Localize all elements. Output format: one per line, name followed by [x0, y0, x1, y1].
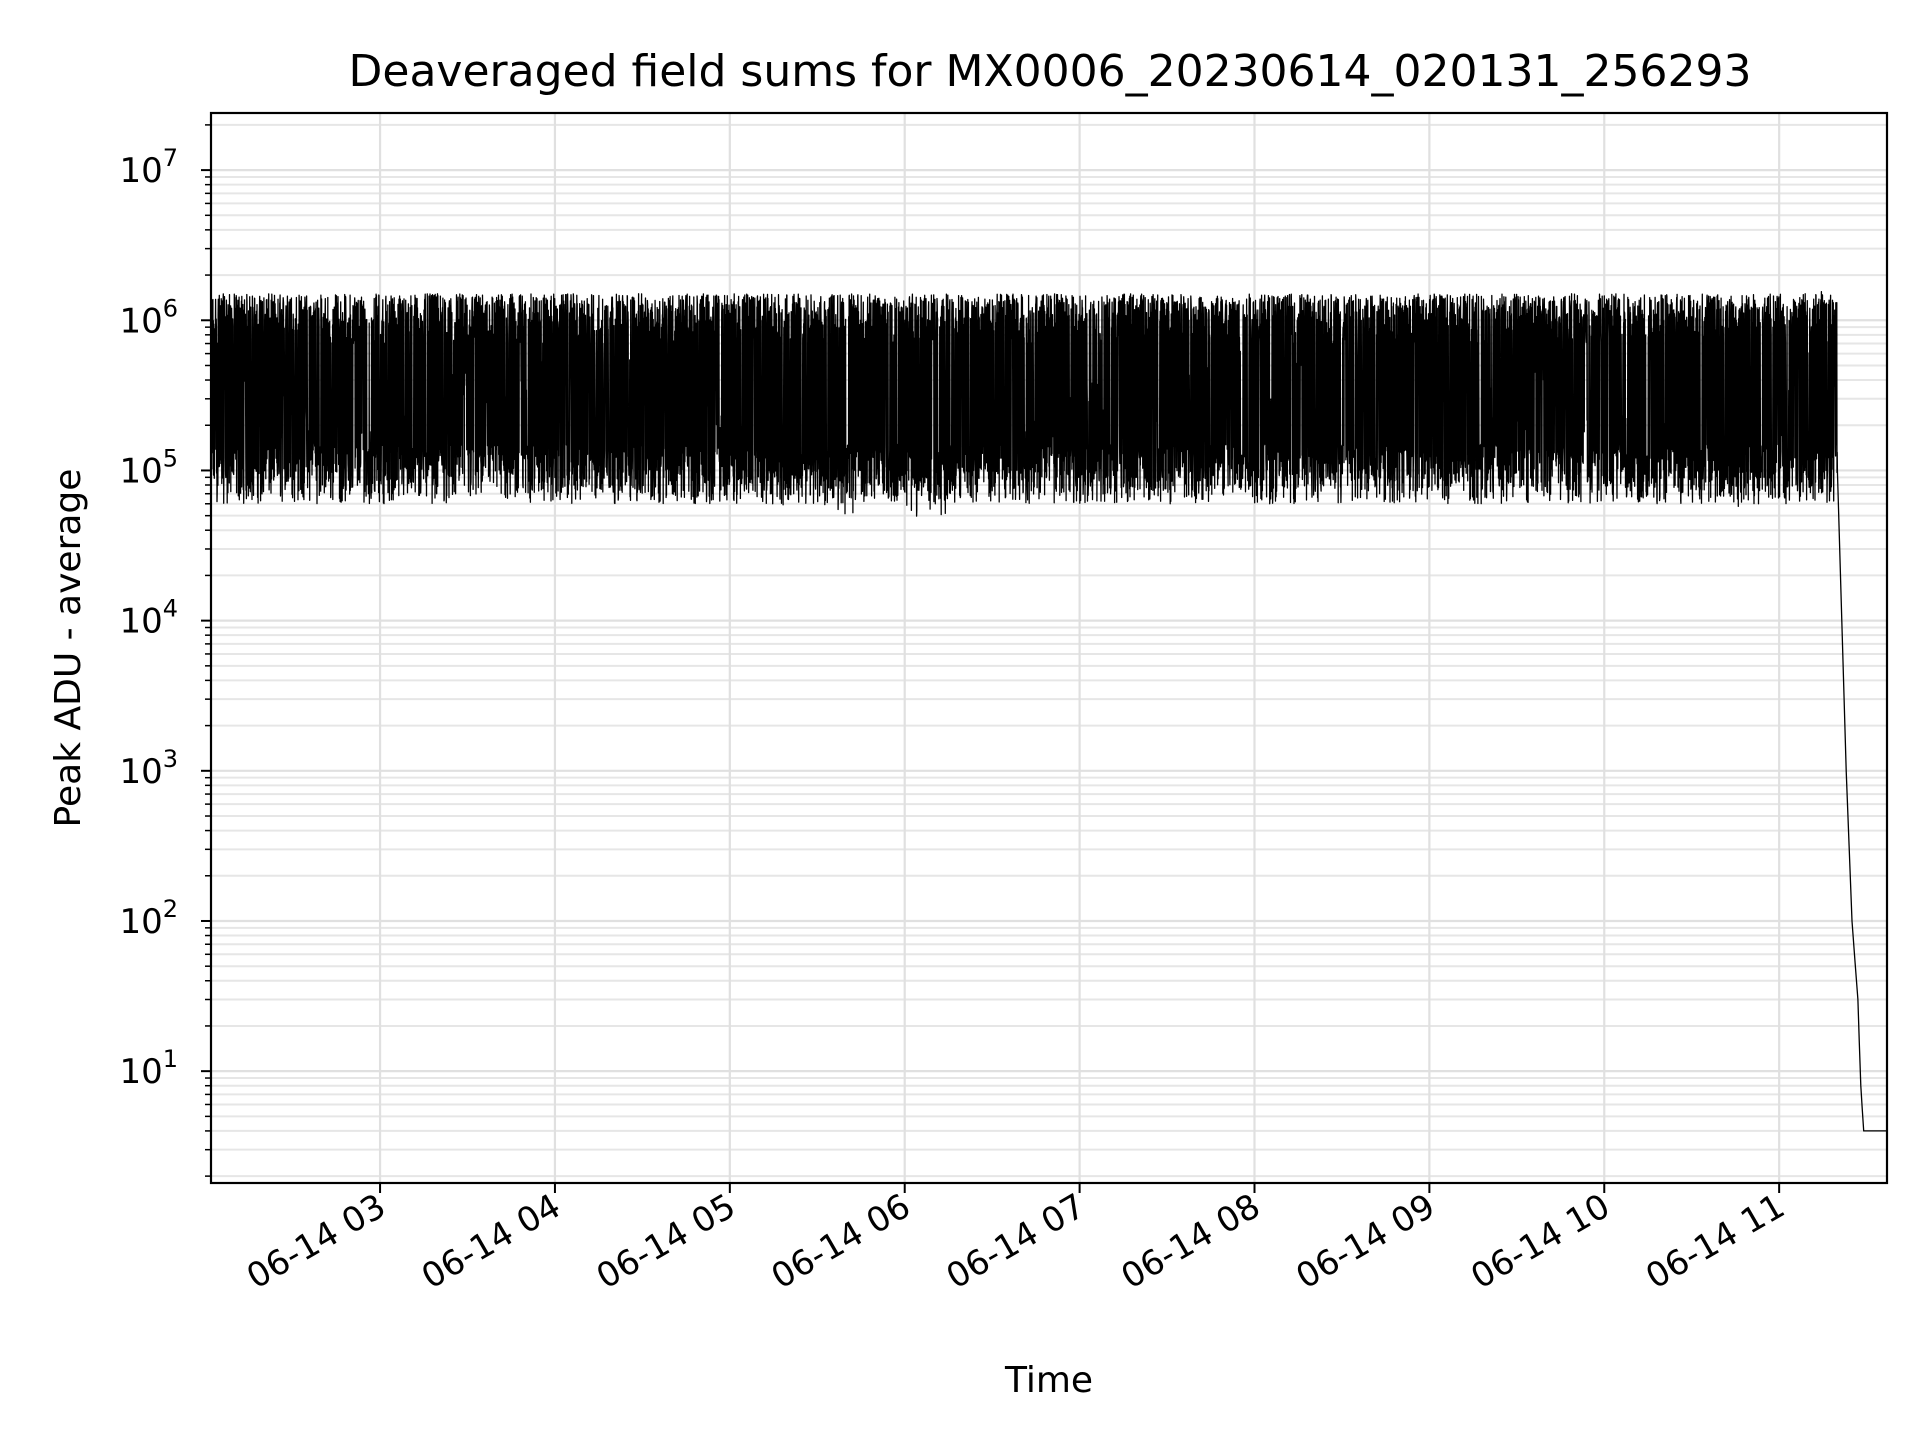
series-line — [210, 290, 1887, 1132]
y-tick-label: 105 — [119, 444, 178, 491]
y-tick-label: 106 — [119, 294, 178, 341]
y-tick-label: 101 — [119, 1045, 178, 1092]
x-axis-label: Time — [1004, 1360, 1093, 1401]
y-axis: 101 102 103 104 105 106 107 — [119, 124, 211, 1177]
plot-frame — [209, 111, 1889, 1185]
y-tick-label: 102 — [119, 895, 178, 942]
y-tick-label: 103 — [119, 745, 178, 792]
y-tick-label: 104 — [119, 595, 178, 642]
y-tick-label: 107 — [119, 144, 178, 191]
chart-title: Deaveraged field sums for MX0006_2023061… — [349, 46, 1752, 97]
y-axis-label: Peak ADU - average — [48, 469, 89, 828]
